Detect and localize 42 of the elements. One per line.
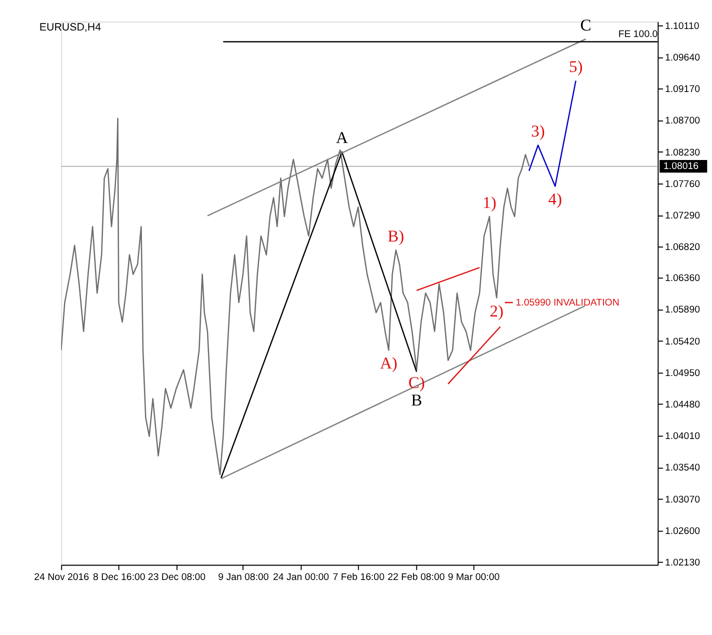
y-tick-label: 1.03070	[664, 494, 701, 506]
ref-line-label: 1.08016	[664, 161, 699, 172]
annotation: 5)	[568, 56, 583, 76]
y-tick-label: 1.04480	[664, 399, 701, 410]
annotation: B)	[388, 226, 404, 246]
annotation: 4)	[548, 190, 562, 209]
y-tick-label: 1.09640	[664, 52, 701, 64]
data-label: A	[336, 128, 348, 148]
annotation: 1)	[482, 192, 496, 212]
x-tick-label: 22 Feb 08:00	[388, 572, 446, 583]
y-tick-label: 1.04010	[664, 431, 701, 442]
y-tick-label: 1.05420	[664, 336, 701, 348]
y-tick-label: 1.07290	[664, 210, 701, 222]
y-tick-label: 1.02130	[664, 557, 701, 568]
chart-title: EURUSD,H4	[39, 21, 102, 34]
x-tick-label: 9 Mar 00:00	[448, 572, 500, 583]
y-tick-label: 1.09170	[664, 84, 701, 96]
data-label: FE 100.0	[618, 28, 658, 40]
annotation: A)	[380, 354, 398, 373]
x-tick-label: 24 Jan 00:00	[273, 572, 330, 583]
x-tick-label: 7 Feb 16:00	[332, 572, 386, 583]
annotation: 1.05990 INVALIDATION	[516, 297, 620, 308]
x-tick-label: 24 Nov 2016	[34, 572, 90, 583]
y-tick-label: 1.06360	[664, 273, 701, 284]
y-tick-label: 1.04950	[664, 368, 701, 379]
annotation: C)	[408, 373, 425, 392]
y-tick-label: 1.05890	[664, 304, 701, 316]
y-tick-label: 1.03540	[664, 462, 701, 474]
y-tick-label: 1.06820	[664, 242, 701, 254]
x-tick-label: 9 Jan 08:00	[218, 572, 270, 583]
data-label: B	[411, 390, 422, 410]
y-tick-label: 1.02600	[664, 526, 701, 537]
annotation: 2)	[490, 301, 504, 320]
x-tick-label: 8 Dec 16:00	[93, 572, 146, 583]
y-tick-label: 1.07760	[664, 178, 701, 190]
line-series	[528, 80, 576, 187]
x-tick-label: 23 Dec 08:00	[148, 572, 206, 583]
y-tick-label: 1.08700	[664, 116, 701, 127]
y-tick-label: 1.10110	[664, 20, 700, 32]
data-label: C	[580, 15, 592, 34]
y-tick-label: 1.08230	[664, 147, 701, 158]
annotation: 3)	[531, 122, 545, 140]
